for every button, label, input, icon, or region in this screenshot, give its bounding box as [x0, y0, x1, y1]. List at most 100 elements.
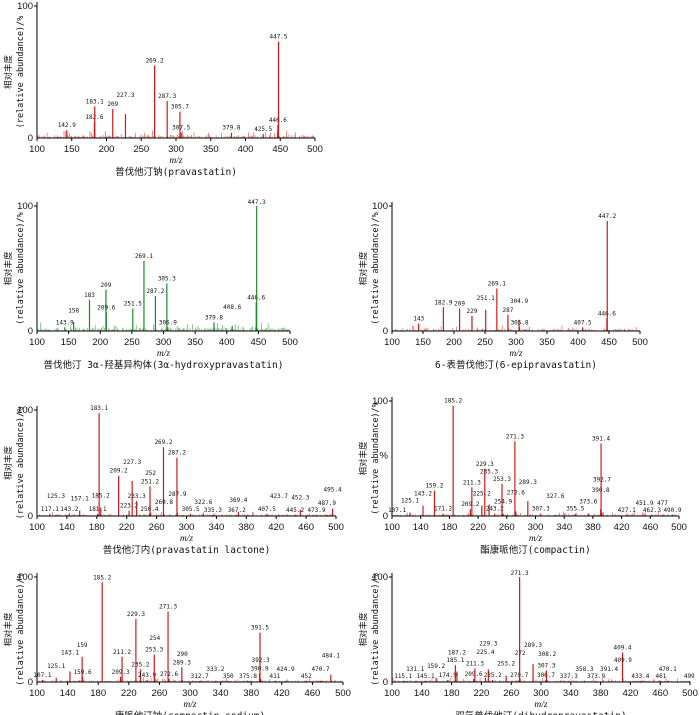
peak-label: 289.3: [519, 479, 537, 486]
y-axis-title-cn: 相对丰度: [3, 612, 14, 647]
peak-label: 235.2: [484, 672, 502, 679]
peak-label: 379.8: [222, 125, 240, 132]
peak-label: 487.9: [318, 500, 336, 507]
peak-label: 253.3: [145, 647, 163, 654]
chart-title: 普伐他汀 3α-羟基异构体(3α-hydroxypravastatin): [44, 359, 284, 371]
peak-label: 337.3: [560, 673, 578, 680]
peak-label: 272.6: [507, 489, 525, 496]
x-axis-title: m/z: [534, 700, 548, 710]
y-axis-title-cn: 相对丰度: [3, 55, 14, 90]
x-tick-label: 460: [304, 688, 320, 699]
peak-label: 183.1: [90, 405, 108, 412]
peak-label: 251.2: [141, 478, 159, 485]
peak-label: 174.9: [439, 672, 457, 679]
peak-label: 185.1: [446, 657, 464, 664]
x-tick-label: 260: [503, 688, 519, 699]
spectrum-hydroxy: 143.9 158 183 209 209.6 251.5 269.1 287.2 305.3 3…: [3, 199, 298, 371]
peak-label: 181.1: [89, 506, 107, 513]
peak-label: 143.1: [61, 650, 79, 657]
peak-label: 227.3: [123, 459, 141, 466]
x-axis-title: m/z: [529, 534, 543, 544]
peak-label: 407.5: [258, 506, 276, 513]
peak-label: 269.1: [135, 253, 153, 260]
peak-label: 233.3: [128, 493, 146, 500]
x-tick-label: 150: [64, 144, 80, 155]
peak-label: 287.3: [158, 93, 176, 100]
peak-label: 159.2: [425, 483, 443, 490]
peak-label: 447.2: [598, 213, 616, 220]
peak-label: 452: [301, 673, 312, 680]
peak-label: 182.9: [434, 299, 452, 306]
peak-label: 185.2: [444, 398, 462, 405]
peak-label: 107.1: [33, 672, 51, 679]
peak-label: 373.9: [587, 673, 605, 680]
peak-label: 271.3: [506, 433, 524, 440]
y-zero-label: 0: [28, 326, 33, 337]
peak-label: 252: [145, 470, 156, 477]
x-tick-label: 140: [413, 522, 429, 533]
peak-label: 424.9: [277, 666, 295, 673]
x-tick-label: 420: [268, 522, 284, 533]
x-tick-label: 340: [556, 522, 572, 533]
peak-label: 289.3: [524, 642, 542, 649]
peak-label: 409.4: [613, 645, 631, 652]
x-tick-label: 420: [614, 522, 630, 533]
peak-label: 235.3: [480, 469, 498, 476]
peak-label: 305.5: [182, 506, 200, 513]
x-tick-label: 340: [208, 522, 224, 533]
x-tick-label: 460: [642, 522, 658, 533]
peak-label: 209.2: [461, 501, 479, 508]
y-axis-title-en: (relative abundance)/%: [371, 212, 381, 325]
peak-label: 452.3: [291, 495, 309, 502]
peak-label: 225.2: [473, 491, 491, 498]
peak-label: 229.3: [127, 611, 145, 618]
peak-label: 125.3: [47, 493, 65, 500]
y-zero-label: 0: [383, 677, 388, 688]
y-zero-label: 0: [383, 511, 388, 522]
peak-label: 355.5: [566, 506, 584, 513]
x-tick-label: 100: [384, 337, 400, 348]
x-axis-title: m/z: [180, 534, 194, 544]
peak-label: 142.9: [58, 122, 76, 129]
peak-label: 307.3: [537, 662, 555, 669]
x-tick-label: 300: [508, 337, 524, 348]
peak-label: 409.9: [614, 657, 632, 664]
y-max-label: 100: [17, 572, 33, 583]
peak-label: 307.5: [172, 125, 190, 132]
peak-label: 408.6: [223, 304, 241, 311]
chart-title: 康哌他汀钠(compactin sodium): [115, 710, 265, 715]
y-axis-title-cn: 相对丰度: [358, 251, 369, 286]
x-tick-label: 200: [446, 337, 462, 348]
y-axis-title-en: (relative abundance)/%: [16, 573, 26, 686]
peak-label: 235.2: [131, 661, 149, 668]
x-tick-label: 500: [307, 144, 323, 155]
peak-label: 327.6: [546, 493, 564, 500]
x-tick-label: 380: [243, 688, 259, 699]
x-tick-label: 100: [29, 144, 45, 155]
x-tick-label: 420: [622, 688, 638, 699]
x-tick-label: 260: [151, 688, 167, 699]
peak-label: 269.2: [154, 439, 172, 446]
x-tick-label: 150: [61, 337, 77, 348]
x-tick-label: 180: [441, 522, 457, 533]
peak-label: 143.2: [414, 491, 432, 498]
y-axis-title-en: (relative abundance)/%: [16, 16, 26, 129]
peak-label: 358.3: [575, 666, 593, 673]
peak-label: 209: [454, 301, 465, 308]
x-tick-label: 500: [682, 688, 698, 699]
x-tick-label: 500: [632, 337, 648, 348]
peak-label: 287.9: [168, 491, 186, 498]
spectrum-pravastatin: 142.9182.6183.1209227.3269.2287.3305.730…: [3, 1, 323, 178]
x-tick-label: 100: [384, 522, 400, 533]
x-tick-label: 420: [274, 688, 290, 699]
peak-label: 125.1: [47, 663, 65, 670]
chart-title: 双氢普伐他汀(dihydropravastatin): [455, 710, 626, 715]
peak-label: 159.2: [427, 663, 445, 670]
chart-title: 普伐他汀内(pravastatin lactone): [103, 544, 271, 556]
peak-label: 225.4: [476, 649, 494, 656]
x-tick-label: 100: [29, 688, 45, 699]
x-tick-label: 380: [585, 522, 601, 533]
